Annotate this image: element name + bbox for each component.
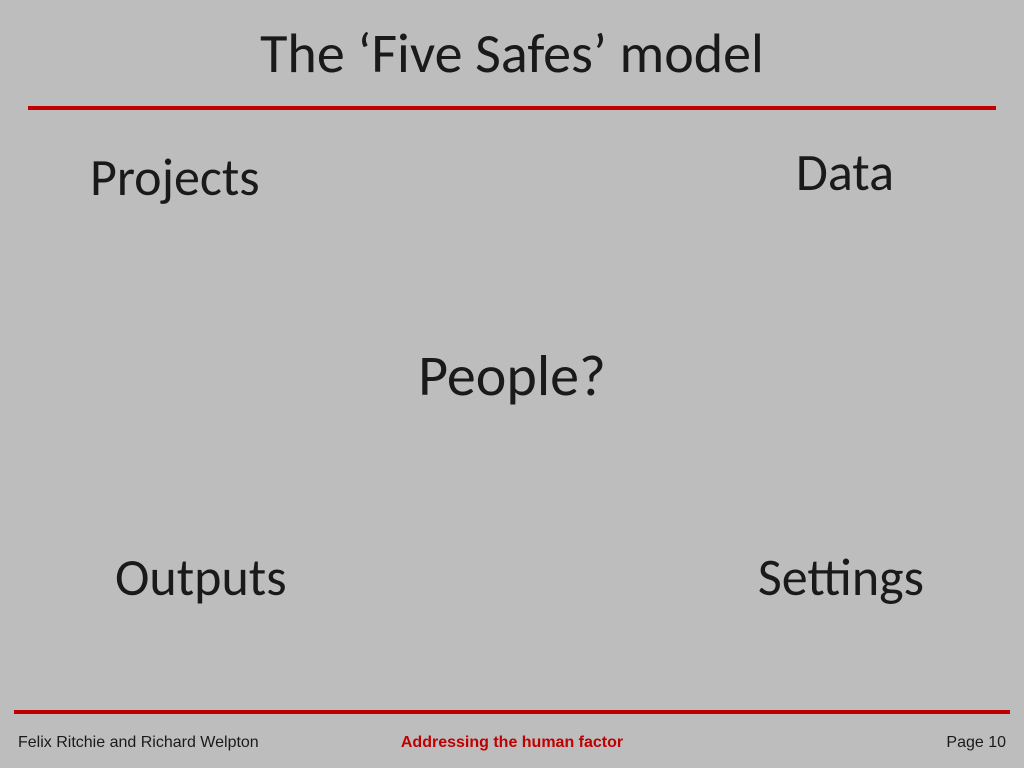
content-area: Projects Data People? Outputs Settings bbox=[0, 110, 1024, 670]
footer-authors: Felix Ritchie and Richard Welpton bbox=[18, 734, 259, 752]
word-settings: Settings bbox=[758, 545, 924, 609]
footer: Felix Ritchie and Richard Welpton Addres… bbox=[0, 724, 1024, 768]
word-people: People? bbox=[418, 340, 606, 411]
footer-page: Page 10 bbox=[946, 734, 1006, 752]
word-projects: Projects bbox=[90, 145, 260, 209]
slide-title: The ‘Five Safes’ model bbox=[0, 0, 1024, 106]
word-outputs: Outputs bbox=[115, 545, 287, 609]
footer-rule bbox=[14, 710, 1010, 714]
word-data: Data bbox=[796, 140, 894, 204]
footer-title: Addressing the human factor bbox=[401, 734, 623, 752]
